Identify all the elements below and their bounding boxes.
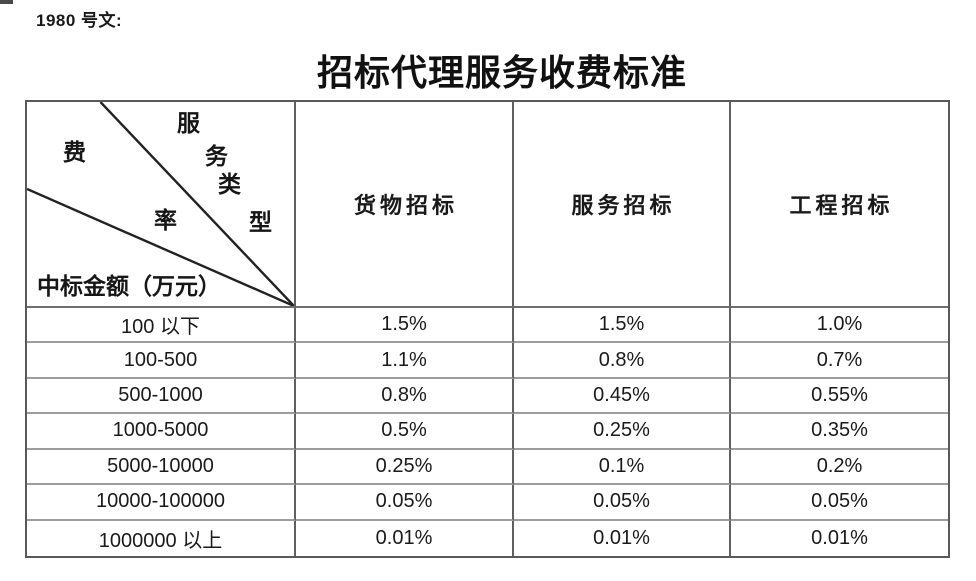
rate-cell: 0.55% bbox=[731, 379, 948, 415]
column-header-goods: 货物招标 bbox=[296, 102, 514, 308]
rate-cell: 1.1% bbox=[296, 343, 514, 379]
fee-table: 费 率 服 务 类 型 中标金额（万元） 货物招标 服务招标 工程招标 100 … bbox=[25, 100, 950, 558]
column-header-works: 工程招标 bbox=[731, 102, 948, 308]
amount-range-cell: 100-500 bbox=[27, 343, 296, 379]
amount-range-cell: 5000-10000 bbox=[27, 449, 296, 486]
amount-range-cell: 1000000 以上 bbox=[27, 520, 296, 556]
rate-cell: 0.8% bbox=[514, 343, 731, 379]
rate-cell: 1.5% bbox=[514, 308, 731, 344]
rate-cell: 0.05% bbox=[731, 485, 948, 521]
page-title: 招标代理服务收费标准 bbox=[316, 53, 687, 93]
rate-cell: 0.2% bbox=[731, 450, 948, 486]
table-corner-cell: 费 率 服 务 类 型 中标金额（万元） bbox=[27, 102, 296, 308]
corner-label-service-char: 型 bbox=[249, 210, 272, 235]
corner-label-amount: 中标金额（万元） bbox=[37, 274, 221, 299]
corner-label-rate-char: 率 bbox=[154, 208, 177, 233]
corner-label-service-char: 类 bbox=[218, 172, 241, 197]
corner-label-fee-char: 费 bbox=[63, 140, 86, 165]
rate-cell: 0.1% bbox=[514, 449, 731, 486]
amount-range-cell: 100 以下 bbox=[27, 308, 296, 344]
rate-cell: 0.8% bbox=[296, 378, 514, 415]
rate-cell: 0.5% bbox=[296, 414, 514, 450]
amount-range-cell: 500-1000 bbox=[27, 378, 296, 415]
amount-range-cell: 10000-100000 bbox=[27, 485, 296, 521]
diagonal-divider-lines bbox=[27, 102, 294, 306]
doc-number: 1980 号文: bbox=[36, 11, 123, 30]
column-header-services: 服务招标 bbox=[514, 102, 731, 308]
corner-artifact-mark bbox=[0, 0, 13, 4]
rate-cell: 0.05% bbox=[514, 485, 731, 521]
rate-cell: 0.01% bbox=[296, 520, 514, 556]
corner-label-service-char: 服 bbox=[177, 111, 200, 136]
rate-cell: 0.05% bbox=[296, 485, 514, 521]
rate-cell: 0.25% bbox=[296, 449, 514, 486]
rate-cell: 0.45% bbox=[514, 378, 731, 415]
rate-cell: 0.25% bbox=[514, 414, 731, 450]
rate-cell: 1.5% bbox=[296, 308, 514, 344]
rate-cell: 0.35% bbox=[731, 414, 948, 450]
corner-label-service-char: 务 bbox=[205, 144, 228, 169]
rate-cell: 0.01% bbox=[811, 526, 868, 549]
rate-cell: 0.7% bbox=[731, 343, 948, 379]
amount-range-cell: 1000-5000 bbox=[27, 414, 296, 450]
rate-cell: 1.0% bbox=[731, 308, 948, 344]
rate-cell: 0.01% bbox=[514, 520, 731, 556]
